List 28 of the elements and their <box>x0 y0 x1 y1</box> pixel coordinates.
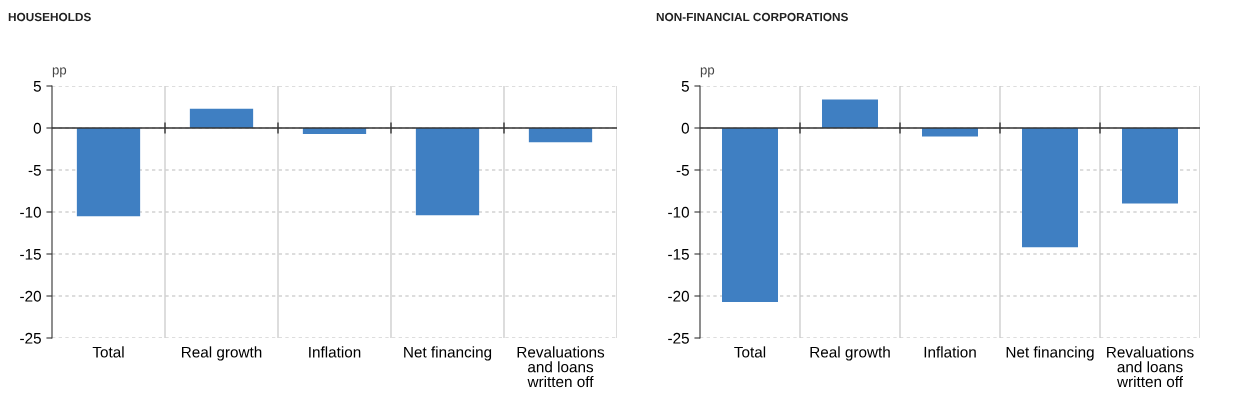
x-tick-label: Inflation <box>309 346 361 358</box>
y-tick-label: -10 <box>668 206 689 218</box>
chart-title: NON-FINANCIAL CORPORATIONS <box>656 12 848 22</box>
x-tick-label: Net financing <box>1006 346 1094 361</box>
x-tick-label: Inflation <box>924 346 976 358</box>
x-tick-label: Total <box>92 346 124 358</box>
y-tick-label: -10 <box>20 206 41 218</box>
x-tick-label: Net financing <box>404 346 492 361</box>
x-tick-label: Total <box>734 346 766 358</box>
y-tick-label: -5 <box>28 165 41 176</box>
x-tick-label: Revaluations and loans written off <box>517 346 605 388</box>
y-axis-title: pp <box>52 67 67 78</box>
chart-title: HOUSEHOLDS <box>8 12 91 22</box>
y-tick-label: 5 <box>681 81 689 92</box>
y-tick-label: -25 <box>20 332 41 344</box>
y-tick-label: -5 <box>676 165 689 176</box>
y-tick-label: 0 <box>681 122 689 134</box>
y-axis-title: pp <box>700 67 715 78</box>
y-tick-label: -25 <box>668 332 689 344</box>
y-tick-label: 5 <box>33 81 41 92</box>
x-tick-label: Revaluations and loans written off <box>1107 346 1194 388</box>
y-tick-label: -15 <box>668 249 689 260</box>
x-tick-label: Real growth <box>182 346 262 361</box>
y-tick-label: 0 <box>33 122 41 134</box>
x-tick-label: Real growth <box>810 346 890 361</box>
y-tick-label: -20 <box>20 290 41 302</box>
y-tick-label: -20 <box>668 290 689 302</box>
y-tick-label: -15 <box>20 249 41 260</box>
